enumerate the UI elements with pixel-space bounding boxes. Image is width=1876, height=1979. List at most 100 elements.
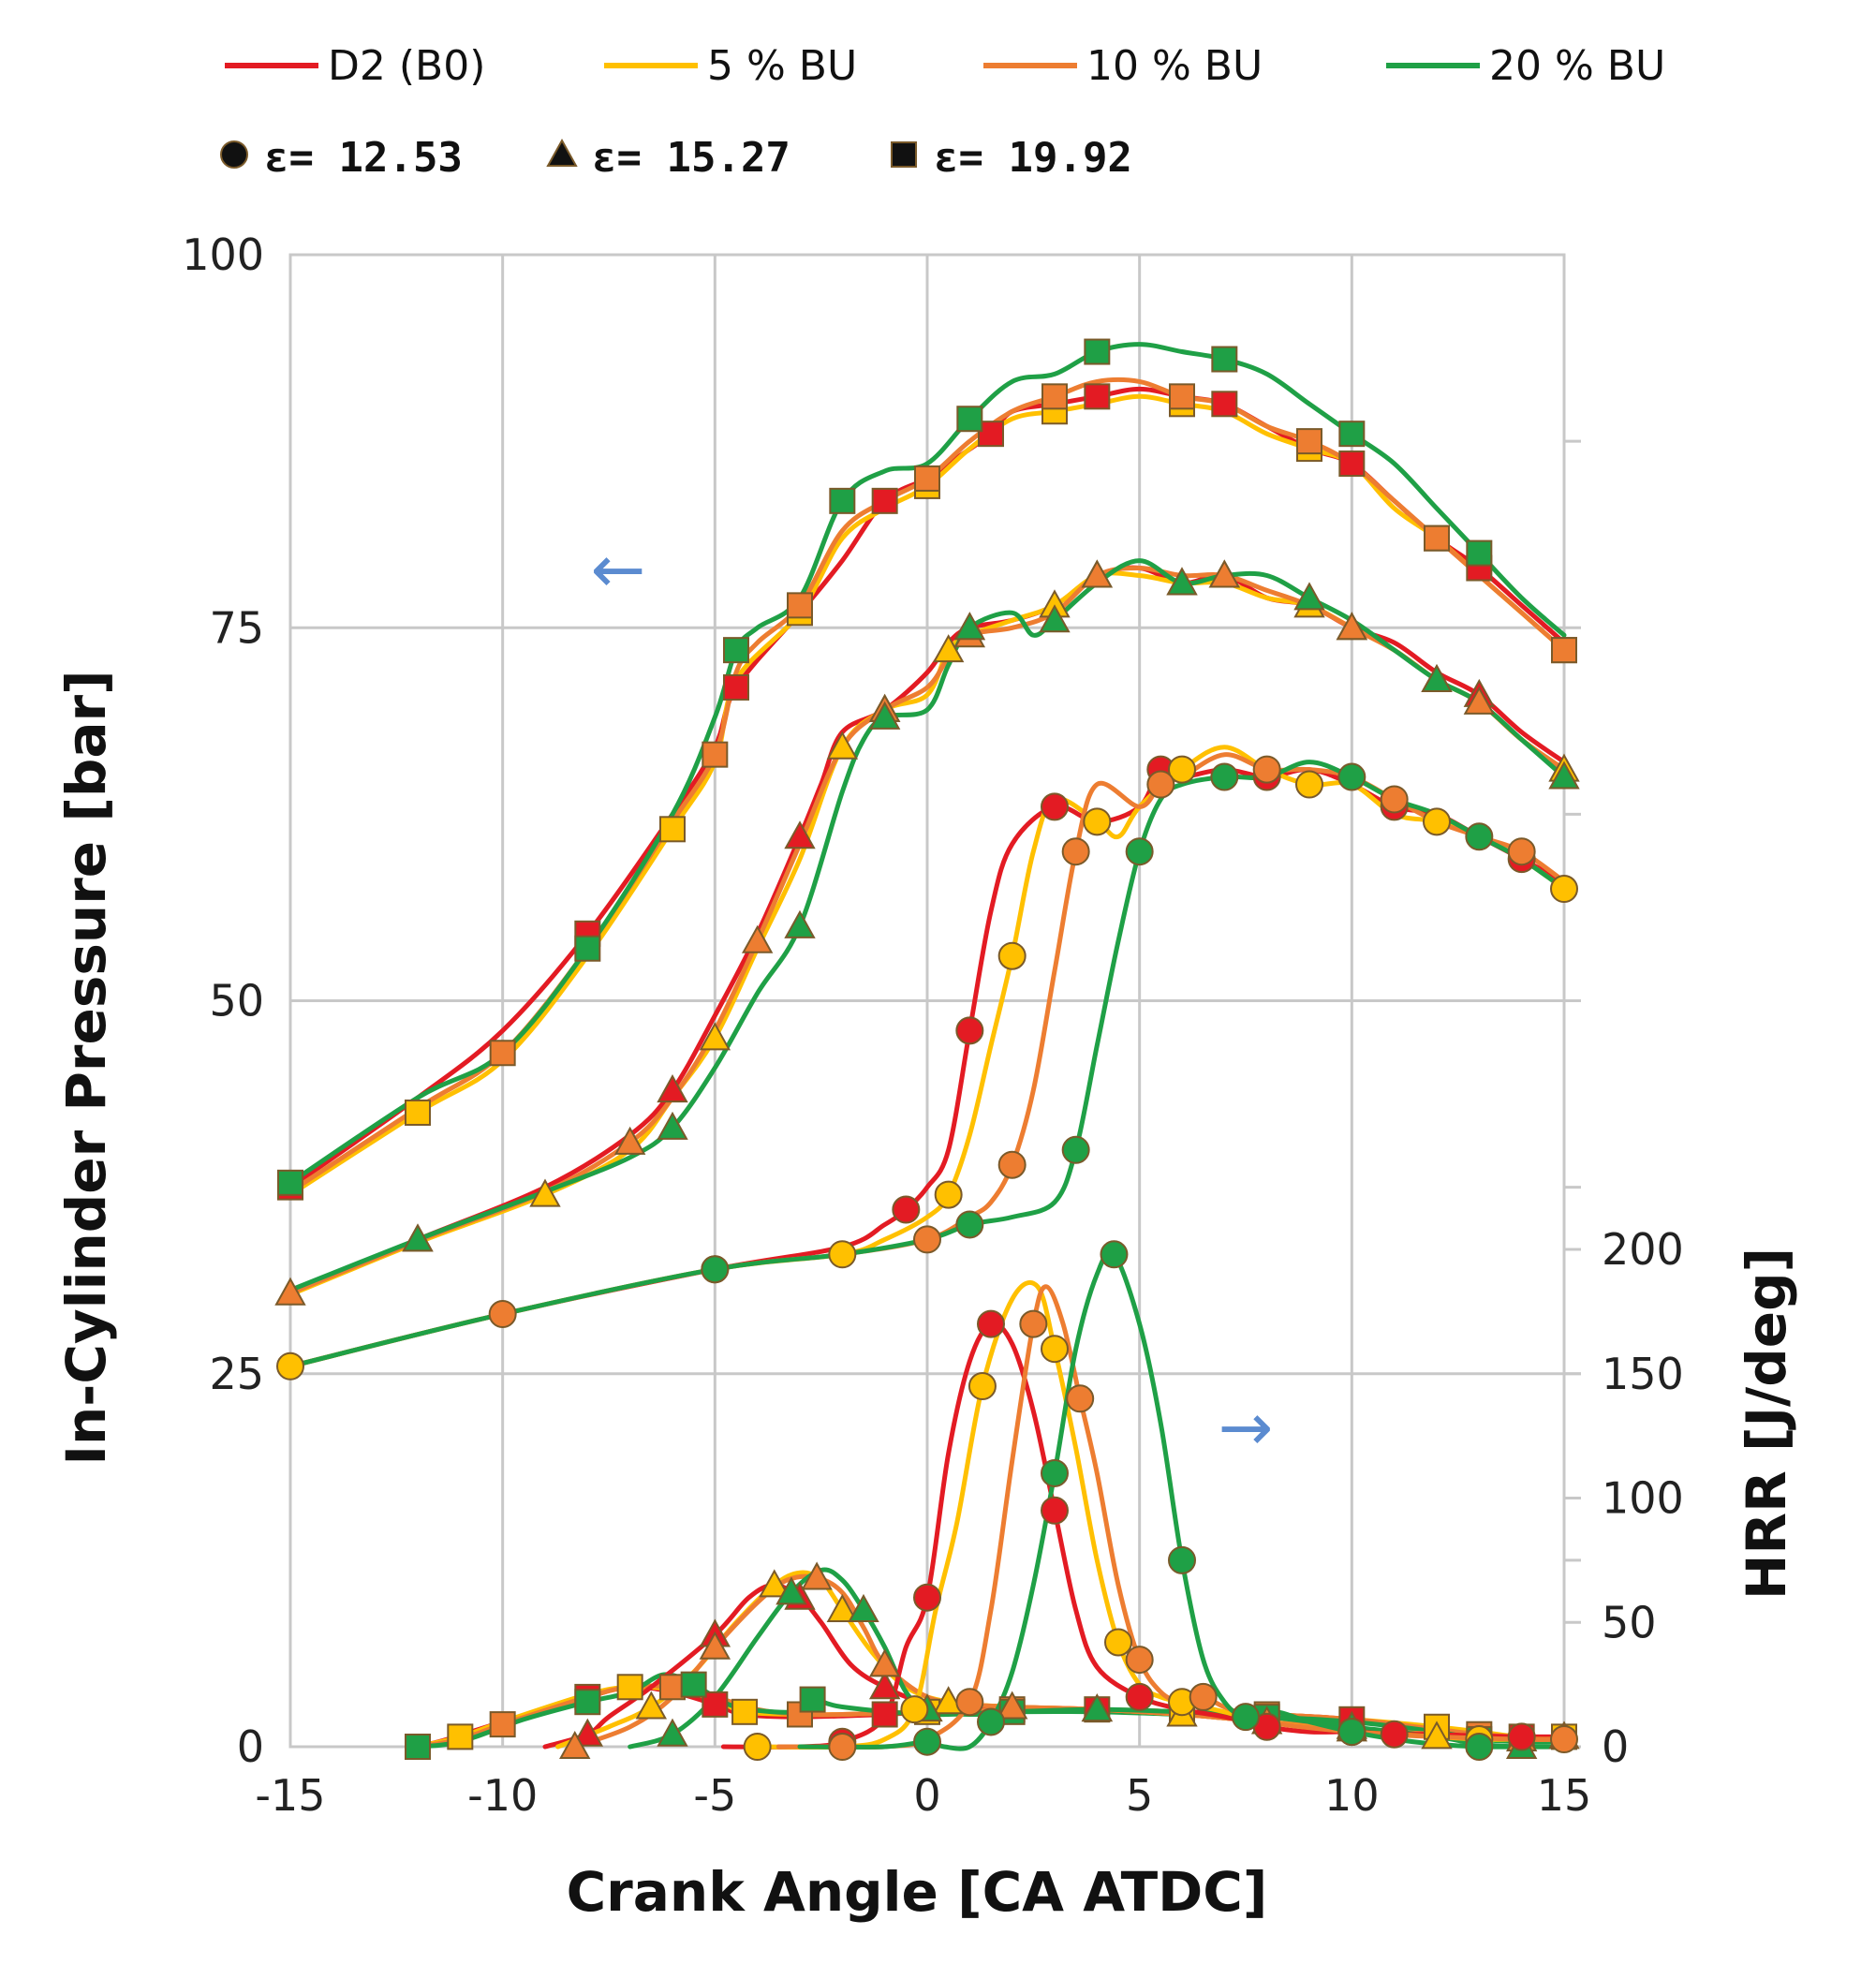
series-hrr-cr12.53-20-bu-marker	[913, 1727, 941, 1756]
series-pressure-cr19.92-10-bu-marker	[1296, 428, 1322, 455]
series-pressure-cr19.92-20-bu-marker	[723, 637, 749, 664]
series-hrr-cr15.27-5-bu-marker	[932, 1686, 965, 1715]
series-hrr-cr15.27-5-bu-marker	[1421, 1721, 1453, 1750]
series-hrr-cr12.53-5-bu-marker	[900, 1695, 929, 1724]
series-pressure-cr19.92-20-bu-marker	[1211, 346, 1238, 373]
series-pressure-cr12.53-20-bu-marker	[1337, 762, 1366, 791]
series-pressure-cr12.53-20-bu-marker	[955, 1210, 984, 1239]
series-pressure-cr12.53-20-bu-marker	[1125, 837, 1154, 866]
series-hrr-cr19.92-d2-b0--marker	[871, 1701, 898, 1728]
series-pressure-cr19.92-d2-b0--marker	[1211, 391, 1238, 418]
series-pressure-cr19.92-10-bu-marker	[1551, 637, 1577, 664]
series-hrr-cr12.53-20-bu-marker	[1465, 1733, 1494, 1761]
series-pressure-cr12.53-20-bu-marker	[1465, 822, 1494, 851]
series-pressure-cr15.27-20-bu-marker	[784, 909, 816, 938]
series-hrr-cr15.27-10-bu-marker	[699, 1631, 731, 1660]
series-pressure-cr15.27-10-bu-marker	[1081, 559, 1114, 588]
series-pressure-cr19.92-d2-b0--marker	[871, 487, 898, 514]
series-pressure-cr12.53-d2-b0--marker	[892, 1195, 921, 1224]
series-pressure-cr12.53-5-bu-marker	[1168, 755, 1196, 784]
series-pressure-cr12.53-5-bu-marker	[276, 1351, 304, 1381]
y-tick-label: 75	[209, 602, 264, 653]
series-pressure-cr19.92-d2-b0--marker	[1084, 383, 1111, 410]
series-pressure-cr15.27-10-bu-marker	[613, 1126, 646, 1155]
series-pressure-cr15.27-5-bu-marker	[699, 1022, 731, 1051]
series-pressure-cr19.92-20-bu-marker	[1338, 421, 1366, 448]
series-hrr-cr12.53-5-bu-marker	[743, 1733, 772, 1761]
series-hrr-cr19.92-20-bu-marker	[680, 1671, 707, 1698]
x-tick-label: -15	[255, 1770, 325, 1821]
series-pressure-cr19.92-20-bu-marker	[829, 487, 856, 514]
series-pressure-cr15.27-20-bu-marker	[953, 612, 986, 641]
series-hrr-cr15.27-5-bu-marker	[759, 1569, 790, 1598]
series-hrr-cr12.53-d2-b0--marker	[1125, 1682, 1154, 1711]
series-hrr-cr15.27-10-bu-line	[572, 1573, 1567, 1750]
series-pressure-cr15.27-20-bu-marker	[868, 701, 901, 730]
series-pressure-cr15.27-d2-b0--marker	[784, 820, 816, 849]
series-pressure-cr15.27-10-bu-marker	[1336, 612, 1368, 641]
series-hrr-cr15.27-20-bu-marker	[776, 1576, 807, 1605]
series-hrr-cr12.53-20-bu-marker	[1168, 1545, 1196, 1574]
right-axis-arrow: →	[1219, 1389, 1274, 1466]
y2-tick-label: 100	[1602, 1473, 1684, 1524]
series-pressure-cr12.53-10-bu-marker	[1252, 755, 1281, 784]
series-pressure-cr15.27-10-bu-marker	[1208, 559, 1241, 588]
series-pressure-cr19.92-10-bu-marker	[914, 465, 940, 492]
series-pressure-cr12.53-10-bu-marker	[913, 1225, 941, 1254]
series-hrr-cr19.92-5-bu-marker	[731, 1698, 759, 1725]
y2-tick-label: 50	[1602, 1597, 1657, 1647]
series-pressure-cr12.53-d2-b0--marker	[955, 1016, 984, 1045]
series-pressure-cr15.27-20-bu-marker	[1166, 567, 1198, 596]
series-pressure-cr12.53-20-bu-marker	[701, 1255, 730, 1284]
series-pressure-cr12.53-5-bu-marker	[1550, 875, 1578, 904]
series-pressure-cr15.27-20-bu-marker	[402, 1223, 434, 1252]
series-hrr-cr15.27-20-bu-marker	[1081, 1693, 1114, 1722]
series-hrr-cr15.27-10-bu-marker	[559, 1730, 591, 1759]
x-tick-label: 15	[1537, 1770, 1592, 1821]
series-pressure-cr12.53-5-bu-marker	[1295, 770, 1323, 799]
series-pressure-cr15.27-5-bu-marker	[932, 634, 965, 663]
series-pressure-cr19.92-d2-b0--marker	[978, 421, 1004, 448]
series-hrr-cr12.53-5-bu-line	[755, 1279, 1567, 1750]
series-pressure-cr19.92-20-bu-marker	[277, 1169, 303, 1196]
series-pressure-cr19.92-10-bu-marker	[1041, 383, 1068, 410]
series-pressure-cr12.53-10-bu-marker	[1061, 837, 1090, 866]
series-pressure-cr12.53-5-bu-marker	[1083, 807, 1112, 836]
y-tick-label: 100	[182, 229, 264, 280]
series-hrr-cr12.53-10-bu-marker	[955, 1688, 984, 1717]
series-pressure-cr19.92-d2-b0--marker	[1338, 450, 1366, 478]
series-hrr-cr12.53-d2-b0--line	[720, 1321, 1567, 1750]
series-hrr-cr12.53-10-bu-marker	[1189, 1682, 1218, 1711]
series-hrr-cr12.53-10-bu-marker	[1125, 1646, 1154, 1675]
series-pressure-cr19.92-d2-b0--marker	[723, 673, 749, 701]
series-pressure-cr12.53-5-bu-marker	[828, 1240, 857, 1269]
series-hrr-cr12.53-d2-b0--marker	[1380, 1720, 1409, 1749]
series-hrr-cr15.27-10-bu-marker	[801, 1561, 833, 1590]
series-pressure-cr15.27-10-bu-marker	[1463, 686, 1496, 715]
series-pressure-cr19.92-20-bu-marker	[956, 406, 983, 433]
left-axis-arrow: ←	[591, 531, 646, 608]
series-hrr-cr15.27-20-bu-marker	[848, 1593, 879, 1622]
series-hrr-cr12.53-10-bu-marker	[1066, 1384, 1095, 1413]
y-tick-label: 0	[237, 1721, 264, 1772]
series-pressure-cr19.92-10-bu-marker	[787, 592, 813, 619]
series-hrr-cr19.92-5-bu-marker	[447, 1723, 474, 1750]
x-axis-title: Crank Angle [CA ATDC]	[567, 1860, 1268, 1924]
series-pressure-cr19.92-20-bu-marker	[574, 935, 601, 962]
series-hrr-cr12.53-20-bu-line	[797, 1249, 1567, 1751]
series-pressure-cr15.27-20-bu-marker	[1293, 582, 1325, 611]
series-pressure-cr12.53-10-bu-marker	[997, 1150, 1027, 1179]
series-pressure-cr15.27-10-bu-marker	[274, 1277, 306, 1306]
series-hrr-cr15.27-5-bu-marker	[635, 1691, 668, 1720]
series-hrr-cr15.27-5-bu-marker	[826, 1593, 859, 1622]
series-hrr-cr15.27-10-bu-marker	[996, 1691, 1028, 1720]
x-tick-label: -10	[467, 1770, 538, 1821]
series-hrr-cr12.53-5-bu-marker	[1041, 1335, 1069, 1364]
series-hrr-cr19.92-20-bu-marker	[799, 1686, 826, 1713]
x-tick-label: 0	[913, 1770, 940, 1821]
series-hrr-cr12.53-20-bu-marker	[1232, 1703, 1260, 1732]
series-hrr-cr12.53-10-bu-marker	[1019, 1309, 1048, 1338]
series-hrr-cr15.27-d2-b0--marker	[868, 1671, 901, 1700]
series-pressure-cr15.27-20-bu-marker	[1548, 761, 1580, 790]
